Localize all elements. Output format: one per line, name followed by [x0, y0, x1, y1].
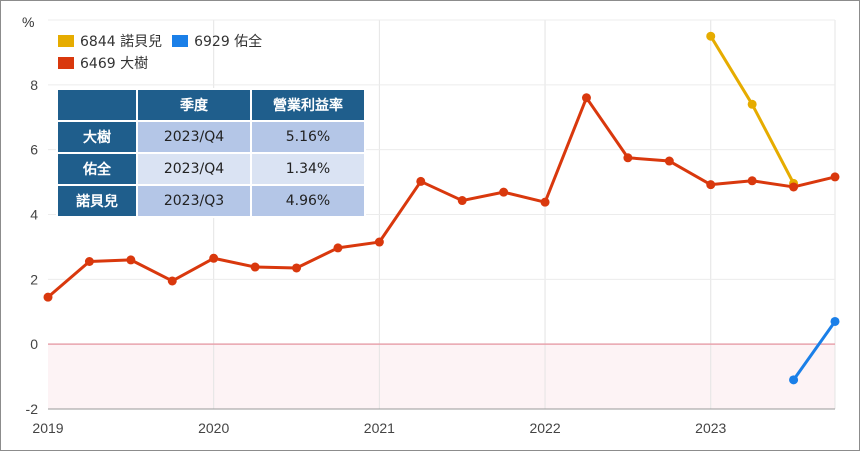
data-point	[126, 255, 136, 265]
data-point	[540, 197, 550, 207]
x-tick-label: 2020	[198, 420, 229, 436]
data-point	[706, 31, 716, 41]
y-tick-label: 2	[30, 271, 38, 287]
data-point	[250, 262, 260, 272]
data-point	[747, 99, 757, 109]
legend-item-6929[interactable]: 6929 佑全	[172, 31, 262, 51]
table-row-quarter: 2023/Q4	[136, 120, 252, 154]
series-line	[792, 320, 837, 381]
table-row-company: 諾貝兒	[56, 184, 138, 218]
legend-label-6929: 6929 佑全	[194, 34, 263, 50]
table-header-quarter: 季度	[136, 88, 252, 122]
legend: 6844 諾貝兒 6929 佑全 6469 大樹	[58, 30, 272, 74]
data-point	[623, 153, 633, 163]
table-header-row: 季度 營業利益率	[56, 88, 366, 122]
data-point	[43, 292, 53, 302]
table-row-company: 大樹	[56, 120, 138, 154]
table-row: 大樹 2023/Q4 5.16%	[56, 120, 366, 154]
negative-region	[48, 344, 835, 409]
data-point	[333, 243, 343, 253]
data-point	[747, 176, 757, 186]
table-row-quarter: 2023/Q3	[136, 184, 252, 218]
data-point	[292, 263, 302, 273]
table-header-margin: 營業利益率	[250, 88, 366, 122]
table-row-margin: 4.96%	[250, 184, 366, 218]
data-point	[84, 257, 94, 267]
data-point	[789, 375, 799, 385]
x-tick-label: 2019	[32, 420, 63, 436]
series-0	[706, 31, 799, 188]
table-row-margin: 1.34%	[250, 152, 366, 186]
legend-swatch-6844	[58, 35, 74, 47]
y-tick-label: 0	[30, 336, 38, 352]
series-line	[47, 96, 836, 299]
data-point	[374, 237, 384, 247]
table-row: 佑全 2023/Q4 1.34%	[56, 152, 366, 186]
data-point	[499, 187, 509, 197]
data-point	[789, 182, 799, 192]
data-point	[581, 93, 591, 103]
data-point	[830, 316, 840, 326]
y-unit-label: %	[22, 14, 35, 30]
table-row-margin: 5.16%	[250, 120, 366, 154]
data-point	[706, 180, 716, 190]
legend-item-6844[interactable]: 6844 諾貝兒	[58, 31, 162, 51]
x-tick-label: 2022	[529, 420, 560, 436]
legend-swatch-6469	[58, 57, 74, 69]
series-2	[43, 93, 840, 302]
legend-label-6469: 6469 大樹	[80, 56, 149, 72]
table-row-company: 佑全	[56, 152, 138, 186]
x-tick-label: 2023	[695, 420, 726, 436]
data-point	[457, 196, 467, 206]
series-1	[789, 316, 840, 385]
y-tick-label: -2	[26, 401, 39, 417]
table-row: 諾貝兒 2023/Q3 4.96%	[56, 184, 366, 218]
data-point	[830, 172, 840, 182]
series-line	[709, 35, 795, 185]
data-point	[664, 156, 674, 166]
summary-table: 季度 營業利益率 大樹 2023/Q4 5.16% 佑全 2023/Q4 1.3…	[56, 88, 366, 218]
data-point	[209, 253, 219, 263]
y-tick-label: 8	[30, 77, 38, 93]
y-tick-label: 6	[30, 142, 38, 158]
legend-label-6844: 6844 諾貝兒	[80, 34, 163, 50]
data-point	[416, 176, 426, 186]
legend-swatch-6929	[172, 35, 189, 47]
x-tick-label: 2021	[364, 420, 395, 436]
y-tick-label: 4	[30, 207, 38, 223]
data-point	[167, 276, 177, 286]
table-row-quarter: 2023/Q4	[136, 152, 252, 186]
table-header-blank	[56, 88, 138, 122]
legend-item-6469[interactable]: 6469 大樹	[58, 53, 148, 73]
